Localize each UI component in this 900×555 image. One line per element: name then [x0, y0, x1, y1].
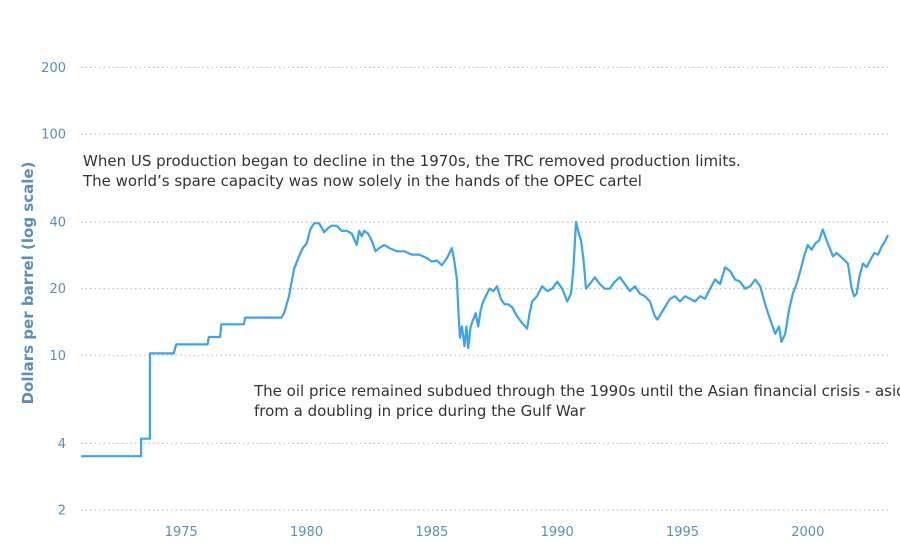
x-tick-label: 1995 [666, 525, 699, 540]
annotation-trc-line-2: The world’s spare capacity was now solel… [82, 172, 642, 190]
y-tick-label: 10 [49, 349, 66, 364]
y-axis-ticks: 2 4 10 20 40 100 200 [41, 61, 66, 519]
annotation-1990s-line-2: from a doubling in price during the Gulf… [254, 402, 586, 420]
x-tick-label: 1980 [290, 525, 323, 540]
y-tick-label: 100 [41, 127, 66, 142]
annotation-trc: When US production began to decline in t… [82, 152, 741, 190]
series-line [81, 220, 890, 458]
x-tick-label: 2000 [791, 525, 824, 540]
x-tick-label: 1985 [415, 525, 448, 540]
gridlines [81, 66, 888, 511]
y-tick-label: 40 [49, 216, 66, 231]
annotation-1990s: The oil price remained subdued through t… [253, 382, 900, 420]
y-axis-label: Dollars per barrel (log scale) [19, 162, 37, 405]
annotation-1990s-line-1: The oil price remained subdued through t… [253, 382, 900, 400]
y-tick-label: 20 [49, 282, 66, 297]
y-tick-label: 4 [58, 437, 66, 452]
x-tick-label: 1990 [541, 525, 574, 540]
x-axis-ticks: 1975 1980 1985 1990 1995 2000 [165, 525, 825, 540]
annotation-trc-line-1: When US production began to decline in t… [83, 152, 741, 170]
y-tick-label: 200 [41, 61, 66, 76]
x-tick-label: 1975 [165, 525, 198, 540]
y-tick-label: 2 [58, 504, 66, 519]
